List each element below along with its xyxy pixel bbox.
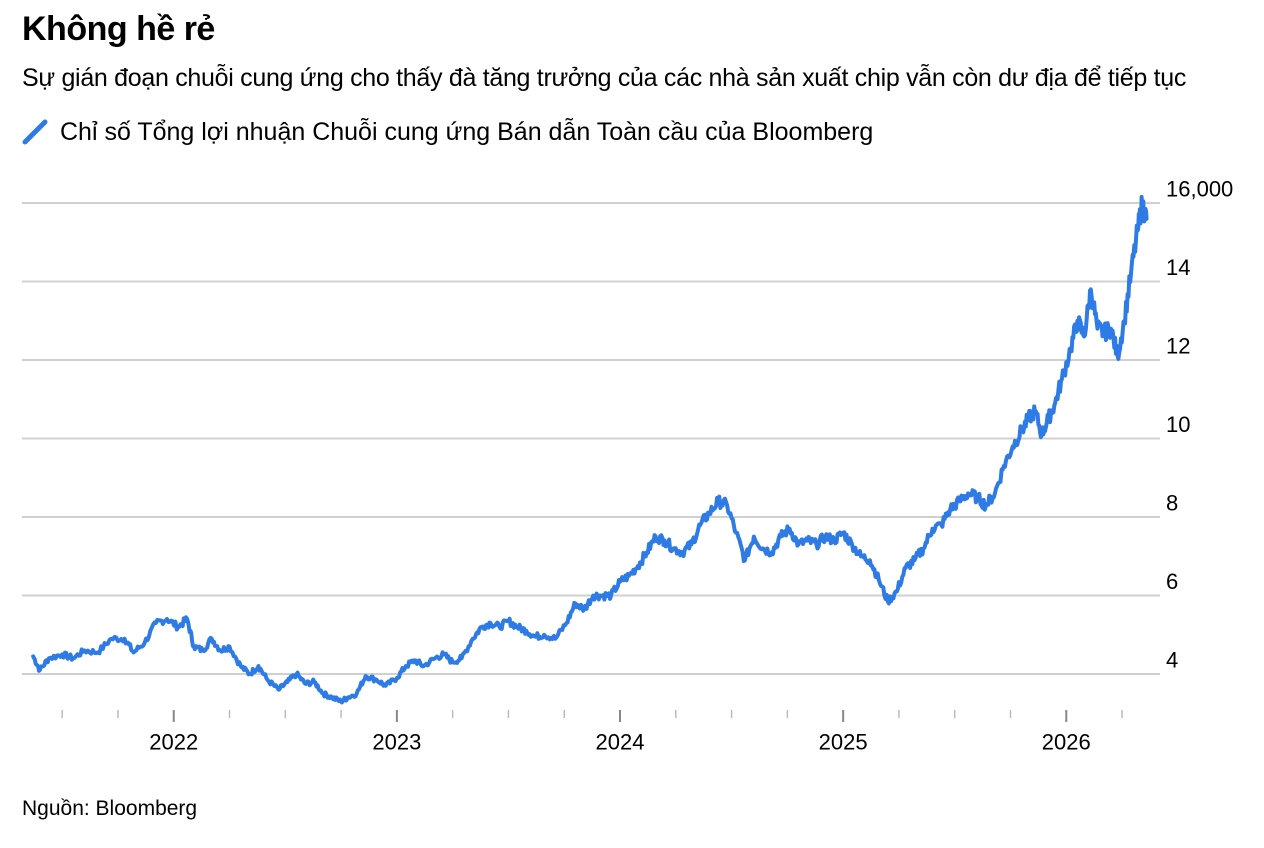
source-note: Nguồn: Bloomberg (22, 797, 198, 820)
plot-area (31, 194, 1149, 705)
y-tick-label: 16,000 (1166, 177, 1233, 202)
y-tick-label: 6 (1166, 569, 1178, 594)
series-line (31, 194, 1149, 705)
legend-line-icon (22, 119, 48, 145)
legend: Chỉ số Tổng lợi nhuận Chuỗi cung ứng Bán… (22, 114, 873, 150)
y-axis: 4 6 8 10 12 14 16,000 (1166, 177, 1233, 673)
x-tick-label: 2026 (1042, 730, 1091, 755)
legend-label: Chỉ số Tổng lợi nhuận Chuỗi cung ứng Bán… (60, 117, 874, 146)
y-tick-label: 10 (1166, 412, 1190, 437)
x-tick-label: 2025 (819, 730, 868, 755)
x-tick-label: 2022 (149, 730, 198, 755)
x-tick-label: 2024 (596, 730, 645, 755)
gridlines (22, 202, 1160, 675)
y-tick-label: 12 (1166, 334, 1190, 359)
chart-subtitle: Sự gián đoạn chuỗi cung ứng cho thấy đà … (22, 64, 1187, 92)
x-axis: 2022 2023 2024 2025 2026 (61, 710, 1123, 755)
y-tick-label: 4 (1166, 648, 1178, 673)
chart-title: Không hề rẻ (22, 10, 215, 48)
y-tick-label: 8 (1166, 491, 1178, 516)
x-tick-label: 2023 (372, 730, 421, 755)
y-tick-label: 14 (1166, 255, 1190, 280)
